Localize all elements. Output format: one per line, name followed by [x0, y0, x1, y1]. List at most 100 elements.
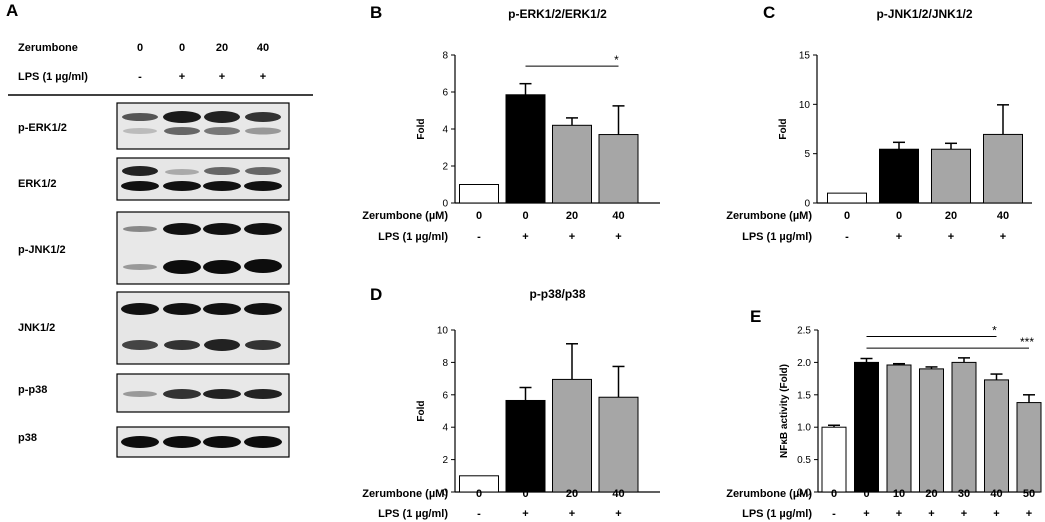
blot-box-p-p38 [116, 373, 290, 413]
y-tick-label: 1.5 [797, 390, 811, 401]
y-tick-label: 2 [442, 162, 448, 173]
band [244, 223, 282, 235]
band [244, 303, 282, 315]
blot-box-jnk [116, 291, 290, 365]
lps-sign: + [569, 508, 575, 520]
band-label-p38: p38 [18, 432, 37, 444]
y-tick-label: 0 [804, 199, 810, 210]
bar [854, 361, 879, 493]
band [244, 259, 282, 273]
y-tick-label: 6 [442, 390, 448, 401]
bar [821, 426, 847, 493]
band [203, 389, 241, 399]
band [122, 113, 158, 121]
blot-box-p-erk [116, 102, 290, 150]
blot-lps-sign: - [138, 71, 142, 83]
x-tick-label: 20 [945, 210, 957, 222]
blot-zerumbone-dose: 40 [257, 42, 269, 54]
lps-row-label: LPS (1 µg/ml) [742, 231, 812, 243]
bar [459, 184, 499, 204]
y-tick-label: 5 [804, 149, 810, 160]
lps-sign: + [993, 508, 999, 520]
band [163, 260, 201, 274]
lps-sign: + [615, 231, 621, 243]
bar [598, 134, 639, 204]
x-tick-label: 0 [522, 488, 528, 500]
band [203, 260, 241, 274]
bar [951, 361, 977, 493]
lps-sign: + [615, 508, 621, 520]
x-tick-label: 40 [997, 210, 1009, 222]
x-tick-label: 20 [566, 488, 578, 500]
band [245, 127, 281, 135]
lps-sign: + [896, 508, 902, 520]
y-tick-label: 15 [799, 51, 811, 62]
blot-box-p38 [116, 426, 290, 458]
bar [983, 133, 1023, 204]
x-tick-label: 40 [990, 488, 1002, 500]
band [123, 128, 157, 134]
blot-zerumbone-dose: 20 [216, 42, 228, 54]
band [121, 303, 159, 315]
band [165, 169, 199, 175]
lps-sign: - [477, 508, 481, 520]
panel-letter-a: A [6, 1, 18, 20]
x-tick-label: 0 [863, 488, 869, 500]
bar [552, 378, 592, 493]
band [163, 181, 201, 191]
lps-row-label: LPS (1 µg/ml) [742, 508, 812, 520]
band [163, 389, 201, 399]
bar [931, 148, 971, 204]
panel-e-chart: E 0.0 0.5 1.0 1.5 2.0 2.5 NFκB activity (Fold) 0… [726, 307, 1042, 520]
lps-sign: + [896, 231, 902, 243]
lps-sign: + [1026, 508, 1032, 520]
lps-row-label: LPS (1 µg/ml) [378, 508, 448, 520]
y-axis-label: NFκB activity (Fold) [779, 364, 790, 458]
y-tick-label: 8 [442, 51, 448, 62]
blot-box-p-jnk [116, 211, 290, 285]
band [163, 436, 201, 448]
x-tick-label: 50 [1023, 488, 1035, 500]
blot-zerumbone-dose: 0 [137, 42, 143, 54]
panel-letter: C [763, 3, 775, 22]
x-tick-label: 20 [566, 210, 578, 222]
y-tick-label: 0.0 [797, 488, 811, 499]
bar [827, 192, 867, 204]
chart-title: p-ERK1/2/ERK1/2 [508, 7, 607, 21]
chart-title: p-p38/p38 [529, 287, 585, 301]
y-axis-label: Fold [416, 118, 427, 139]
band [244, 389, 282, 399]
x-tick-label: 0 [844, 210, 850, 222]
x-tick-label: 0 [476, 210, 482, 222]
band [204, 339, 240, 351]
band-label-p-p38: p-p38 [18, 384, 47, 396]
bar [552, 124, 592, 204]
panel-letter: D [370, 285, 382, 304]
significance-marker: * [992, 323, 997, 337]
band-label-p-jnk: p-JNK1/2 [18, 244, 66, 256]
band [121, 436, 159, 448]
lps-sign: + [1000, 231, 1006, 243]
lps-sign: + [569, 231, 575, 243]
x-tick-label: 0 [522, 210, 528, 222]
blot-lps-sign: + [179, 71, 185, 83]
y-tick-label: 0 [442, 488, 448, 499]
band [164, 127, 200, 135]
y-tick-label: 6 [442, 88, 448, 99]
band [245, 340, 281, 350]
y-axis-label: Fold [416, 400, 427, 421]
band [204, 167, 240, 175]
bar [984, 379, 1009, 493]
lps-sign: + [522, 508, 528, 520]
y-tick-label: 8 [442, 358, 448, 369]
blot-lps-sign: + [219, 71, 225, 83]
bar [1016, 402, 1042, 493]
x-tick-label: 30 [958, 488, 970, 500]
band [245, 112, 281, 122]
y-tick-label: 10 [437, 326, 449, 337]
band [164, 340, 200, 350]
lps-sign: - [477, 231, 481, 243]
